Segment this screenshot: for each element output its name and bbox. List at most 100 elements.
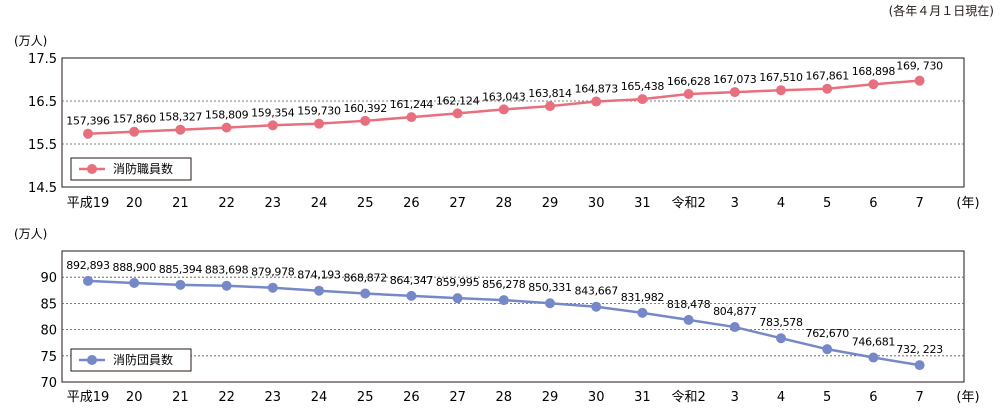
panel2-data-label: 856,278 (482, 278, 526, 291)
panel2-x-tick-label: 30 (588, 390, 605, 405)
panel1-data-point (868, 79, 879, 90)
panel2-x-tick-label: 7 (915, 390, 923, 405)
panel2-x-tick-label: 令和2 (671, 390, 705, 405)
panel1-data-label: 169, 730 (896, 60, 943, 73)
panel1-y-tick-label: 14.5 (28, 181, 57, 196)
panel1-data-label: 163,043 (482, 90, 526, 103)
panel1-data-label: 160,392 (344, 102, 387, 115)
panel1-data-point (267, 120, 278, 131)
panel1-data-label: 163,814 (528, 87, 572, 100)
panel2-unit-label: (万人) (14, 227, 47, 241)
date-note: (各年４月１日現在) (888, 4, 994, 18)
panel2-data-label: 850,331 (528, 281, 571, 294)
panel1-x-tick-label: 31 (634, 196, 651, 211)
panel1-x-tick-label: 3 (731, 196, 739, 211)
panel1-y-tick-label: 17.5 (28, 52, 57, 67)
panel2-data-point (545, 298, 555, 309)
panel2-data-point (498, 295, 509, 306)
panel1-data-point (914, 75, 925, 86)
panel2-data-point (83, 275, 93, 286)
panel1-x-tick-label: 30 (588, 196, 605, 211)
panel2-x-tick-label: 31 (634, 390, 651, 405)
panel2-data-label: 868,872 (344, 272, 387, 285)
panel2-data-point (868, 352, 879, 363)
panel2-data-label: 888,900 (113, 261, 157, 274)
panel1-data-point (591, 96, 602, 107)
panel2-legend-box (70, 348, 192, 372)
panel2-data-point (591, 301, 602, 312)
panel1-data-point (406, 112, 417, 123)
panel1-data-label: 167,861 (806, 70, 849, 83)
panel2-y-tick-label: 70 (40, 376, 57, 391)
panel2-data-point (129, 278, 140, 289)
panel2-data-label: 892,893 (66, 259, 110, 272)
panel2-data-label: 885,394 (159, 263, 203, 276)
panel1-data-label: 158,327 (159, 111, 203, 124)
panel2-data-label: 746,681 (852, 336, 895, 349)
panel1-x-tick-label: 20 (126, 196, 143, 211)
panel1-x-tick-label: 27 (449, 196, 466, 211)
panel1-x-tick-label: 5 (823, 196, 831, 211)
panel1-x-tick-label: 28 (496, 196, 513, 211)
panel2-y-tick-label: 75 (40, 350, 57, 365)
panel1-x-tick-label: 4 (777, 196, 785, 211)
panel2-x-tick-label: 29 (542, 390, 559, 405)
panel1-x-tick-label: 25 (357, 196, 374, 211)
panel1-x-tick-label: 22 (218, 196, 235, 211)
panel2-x-tick-label: 22 (218, 390, 235, 405)
panel2-data-point (683, 314, 694, 325)
panel1-data-point (175, 124, 186, 135)
panel1-data-point (729, 87, 740, 98)
panel2-data-label: 864,347 (390, 274, 434, 287)
panel2-x-tick-label: 4 (777, 390, 785, 405)
panel2-data-point (729, 322, 740, 333)
panel2-x-tick-label: 6 (869, 390, 877, 405)
panel1-data-point (776, 85, 786, 96)
panel1-data-label: 158,809 (205, 109, 249, 122)
panel2-x-tick-label: 5 (823, 390, 831, 405)
panel1-data-label: 167,510 (759, 71, 803, 84)
panel1-x-tick-label: 6 (869, 196, 877, 211)
panel1-y-tick-label: 16.5 (28, 95, 57, 110)
panel2-data-point (637, 307, 648, 318)
panel1-data-point (83, 128, 93, 139)
panel1-unit-label: (万人) (14, 34, 47, 48)
panel1-data-point (498, 104, 509, 115)
panel1-data-label: 167,073 (713, 73, 757, 86)
panel2-data-label: 831,982 (621, 291, 664, 304)
panel2-data-point (267, 282, 278, 293)
panel2-legend-label: 消防団員数 (113, 352, 173, 367)
panel1-data-label: 168,898 (852, 65, 896, 78)
panel2-data-point (221, 280, 232, 291)
panel2-x-unit-label: (年) (956, 390, 979, 405)
panel2-data-point (822, 344, 833, 355)
panel1-data-label: 157,396 (66, 115, 110, 128)
panel1-data-point (545, 101, 555, 112)
panel1-data-point (683, 88, 694, 99)
panel1-x-tick-label: 7 (915, 196, 923, 211)
panel1-data-label: 159,730 (297, 105, 341, 118)
panel2-data-point (314, 285, 324, 296)
panel2-x-tick-label: 27 (449, 390, 466, 405)
panel1-data-point (360, 115, 371, 126)
panel1-data-label: 157,860 (113, 113, 157, 126)
panel2-data-label: 843,667 (575, 285, 619, 298)
panel1-data-label: 165,438 (621, 80, 665, 93)
panel2-x-tick-label: 23 (265, 390, 282, 405)
panel2-data-label: 783,578 (759, 316, 803, 329)
panel1-x-tick-label: 23 (265, 196, 282, 211)
panel2-data-point (452, 293, 463, 304)
panel1-x-tick-label: 令和2 (671, 196, 705, 211)
panel1-legend-marker-swatch (87, 164, 97, 174)
panel2-data-label: 804,877 (713, 305, 757, 318)
panel2-x-tick-label: 21 (172, 390, 189, 405)
panel2-data-label: 818,478 (667, 298, 711, 311)
panel1-x-tick-label: 26 (403, 196, 420, 211)
panel2-x-tick-label: 25 (357, 390, 374, 405)
panel1-y-tick-label: 15.5 (28, 138, 57, 153)
panel1-data-point (637, 94, 648, 105)
panel1-data-point (221, 122, 232, 133)
panel2-data-point (175, 279, 186, 290)
panel2-legend-marker-swatch (87, 355, 97, 365)
